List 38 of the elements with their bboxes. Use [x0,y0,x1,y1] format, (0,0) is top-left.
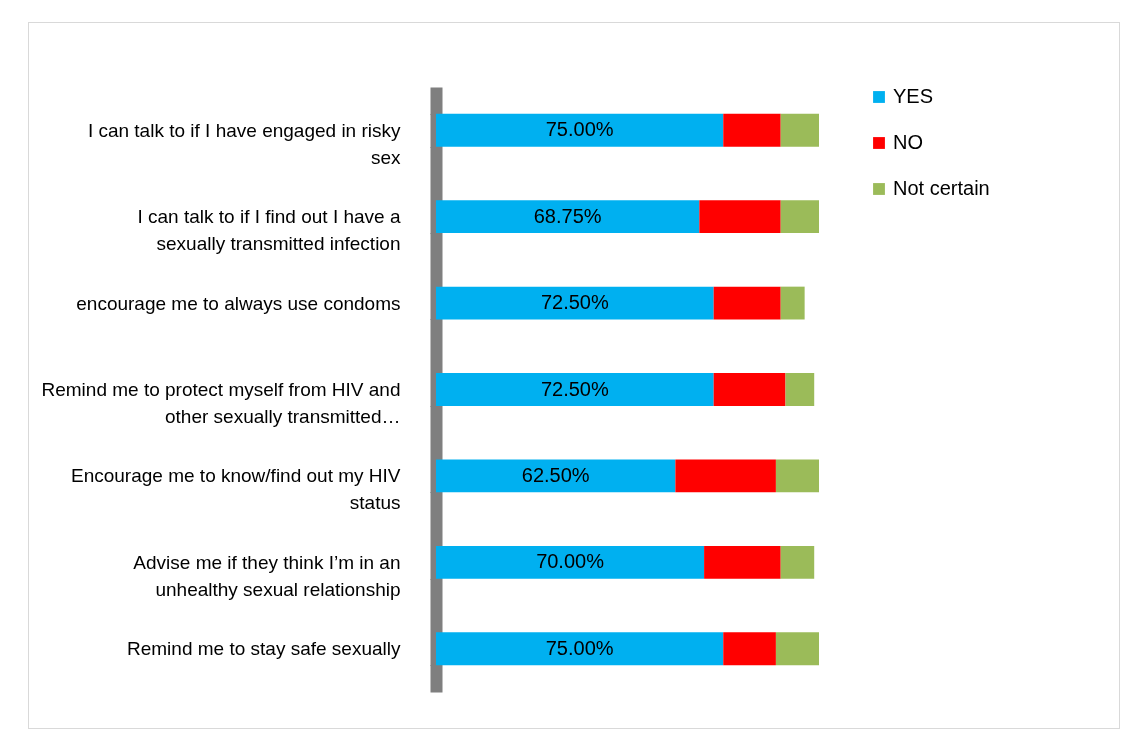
bar [436,373,714,406]
bar [780,200,819,234]
y-tick-label: Advise me if they think I’m in an unhealthy sexual relationship [133,551,401,600]
y-tick-label: Remind me to stay safe sexually [126,638,401,660]
bar [780,545,815,579]
legend-label: NO [893,131,923,153]
bar [785,373,815,406]
bar [436,113,724,147]
bar [723,113,781,147]
bar [780,286,805,320]
bar [436,632,724,666]
y-tick-label: Remind me to protect myself from HIV and other sexually transmitted… [41,379,401,427]
data-label: 72.50% [540,377,609,400]
y-tick-label: encourage me to always use condoms [76,292,401,314]
bar [775,459,819,493]
bar [699,200,781,234]
y-tick-label: I can talk to if I have engaged in risky sex [87,119,401,168]
bar [780,113,819,147]
legend-label: YES [893,85,934,107]
bar [675,459,776,493]
data-label: 68.75% [533,204,602,227]
bar [436,200,700,234]
bar [436,286,714,320]
bar [704,545,781,579]
bar [713,286,781,320]
bar [723,632,776,666]
bar [436,545,705,579]
bar [775,632,819,666]
data-label: 62.50% [521,463,590,486]
bar [713,373,786,406]
y-tick-label: Encourage me to know/find out my HIV status [71,465,401,514]
data-label: 70.00% [536,550,605,573]
bar [436,459,676,493]
legend-label: Not certain [893,177,990,199]
data-label: 75.00% [545,118,614,141]
data-label: 75.00% [545,636,614,659]
y-tick-label: I can talk to if I find out I have a sexually transmitted infection [137,206,401,255]
data-label: 72.50% [540,291,609,314]
